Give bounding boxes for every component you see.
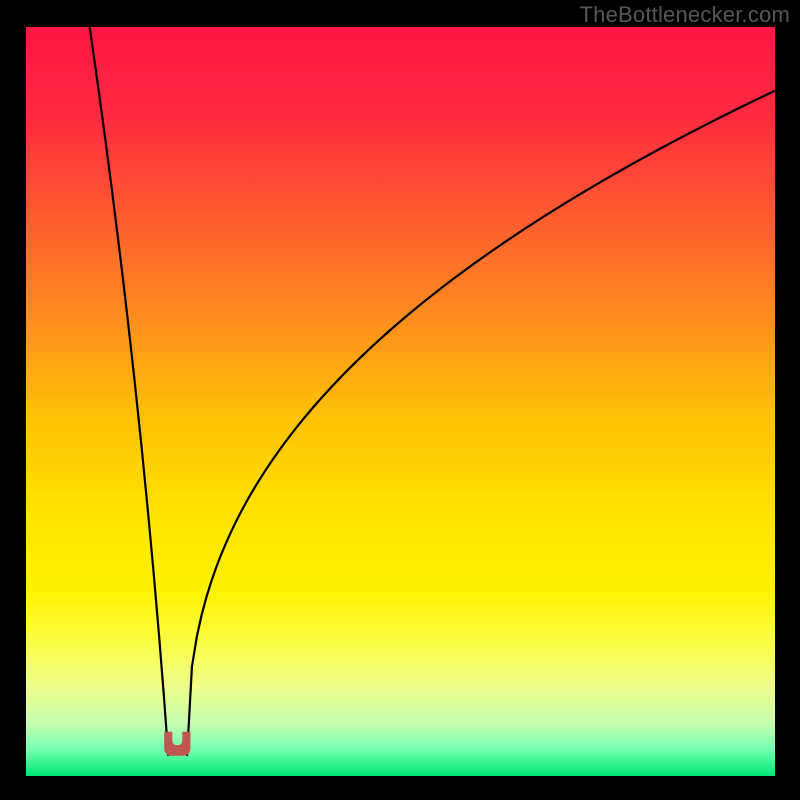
watermark-text: TheBottlenecker.com: [580, 2, 790, 28]
curve-right-branch: [187, 91, 775, 756]
plot-area: [26, 27, 775, 776]
chart-container: TheBottlenecker.com: [0, 0, 800, 800]
bottleneck-curve: [26, 27, 775, 776]
curve-left-branch: [90, 27, 169, 756]
valley-marker: [164, 732, 190, 756]
